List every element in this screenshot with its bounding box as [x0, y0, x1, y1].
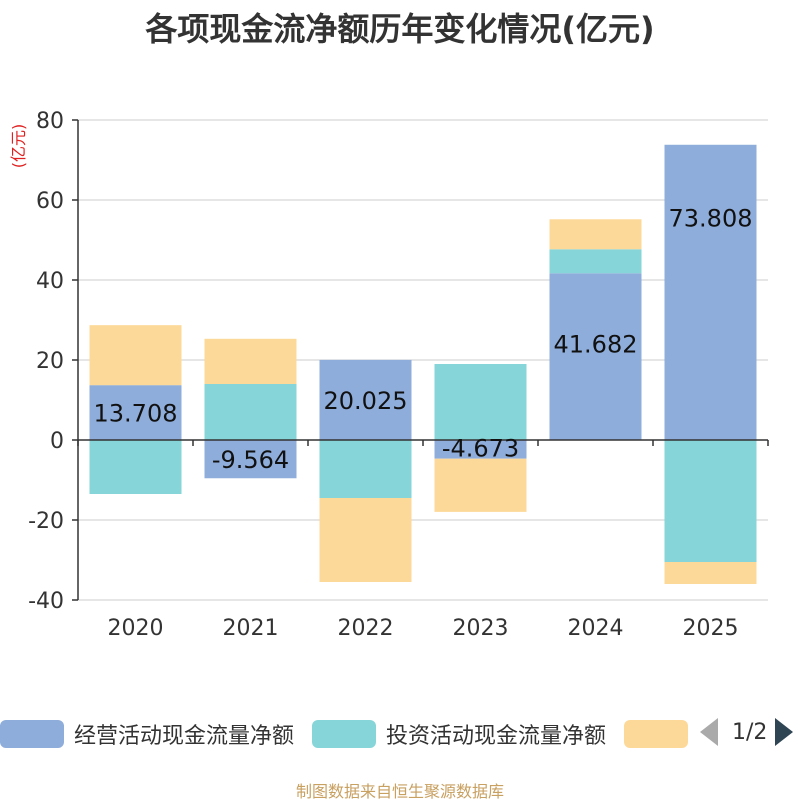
bar-2021-series-0[interactable] — [204, 440, 297, 479]
y-tick-label: 80 — [36, 109, 64, 134]
bar-2022-series-1[interactable] — [319, 440, 412, 498]
bar-2025-series-1[interactable] — [664, 440, 757, 562]
y-tick-label: 40 — [36, 269, 64, 294]
x-tick-label: 2024 — [568, 616, 624, 641]
data-label: 13.708 — [94, 400, 178, 428]
legend: 经营活动现金流量净额 投资活动现金流量净额 — [0, 716, 716, 752]
bar-2024-series-0[interactable] — [549, 273, 642, 440]
x-tick-label: 2020 — [108, 616, 164, 641]
x-tick-label: 2025 — [683, 616, 739, 641]
bar-2023-series-0[interactable] — [434, 440, 527, 459]
legend-swatch-financing — [624, 720, 689, 748]
y-tick-label: -40 — [28, 589, 64, 614]
y-tick-label: 60 — [36, 189, 64, 214]
data-label: 41.682 — [554, 331, 638, 359]
legend-swatch-investing — [312, 720, 377, 748]
bar-2024-series-2[interactable] — [549, 219, 642, 250]
legend-label-operating: 经营活动现金流量净额 — [74, 724, 295, 749]
data-label: 20.025 — [324, 387, 408, 415]
bar-2020-series-2[interactable] — [89, 325, 182, 386]
bar-2025-series-0[interactable] — [664, 144, 757, 440]
x-tick-label: 2023 — [453, 616, 509, 641]
bar-2021-series-1[interactable] — [204, 384, 297, 440]
bar-2022-series-0[interactable] — [319, 359, 412, 440]
chart-title: 各项现金流净额历年变化情况(亿元) — [145, 10, 655, 48]
y-tick-label: 20 — [36, 349, 64, 374]
bar-2021-series-2[interactable] — [204, 338, 297, 384]
data-label: -9.564 — [212, 446, 289, 474]
source-note: 制图数据来自恒生聚源数据库 — [295, 782, 504, 801]
bar-2022-series-2[interactable] — [319, 498, 412, 582]
bar-2023-series-2[interactable] — [434, 458, 527, 512]
pager-prev-icon[interactable] — [700, 718, 718, 746]
legend-pager: 1/2 — [700, 718, 794, 746]
pager-next-icon[interactable] — [775, 718, 794, 746]
legend-item-investing[interactable]: 投资活动现金流量净额 — [312, 718, 606, 750]
y-tick-label: 0 — [50, 429, 64, 454]
bar-2025-series-2[interactable] — [664, 562, 757, 584]
data-label: 73.808 — [669, 204, 753, 232]
legend-item-financing[interactable] — [624, 720, 698, 748]
data-label: -4.673 — [442, 435, 519, 463]
x-tick-label: 2022 — [338, 616, 394, 641]
legend-swatch-operating — [0, 720, 64, 748]
x-tick-label: 2021 — [223, 616, 279, 641]
pager-text: 1/2 — [732, 719, 768, 745]
legend-label-investing: 投资活动现金流量净额 — [386, 724, 607, 749]
y-axis-label: (亿元) — [9, 124, 28, 169]
bar-2023-series-1[interactable] — [434, 364, 527, 440]
y-tick-label: -20 — [28, 509, 64, 534]
chart-area: -40 -20 0 20 40 60 80 (亿元) 2020 2021 2022 2023 2024 2… — [9, 109, 769, 641]
bar-2024-series-1[interactable] — [549, 249, 642, 274]
bar-2020-series-1[interactable] — [89, 440, 182, 494]
legend-item-operating[interactable]: 经营活动现金流量净额 — [0, 718, 294, 750]
bar-2020-series-0[interactable] — [89, 385, 182, 440]
